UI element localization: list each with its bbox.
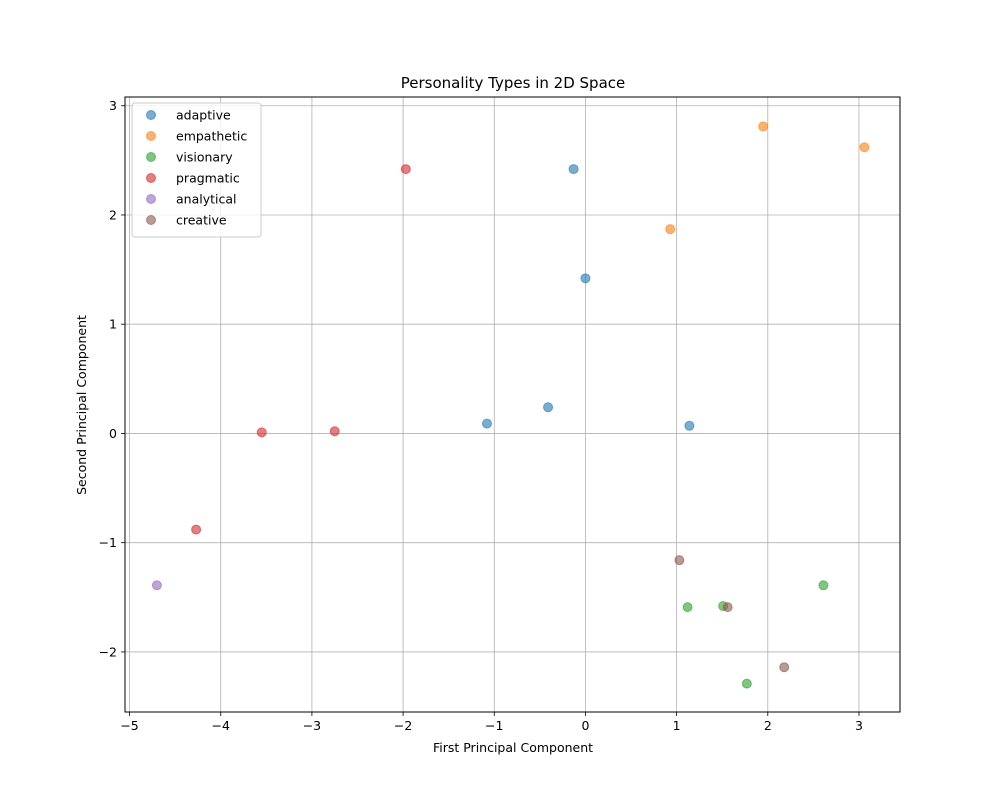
point-creative — [722, 602, 733, 613]
x-tick-label: −3 — [303, 718, 321, 733]
x-tick-label: 1 — [673, 718, 681, 733]
point-adaptive — [580, 273, 591, 284]
point-adaptive — [481, 418, 492, 429]
legend-marker-creative — [146, 215, 156, 225]
point-pragmatic — [329, 426, 340, 437]
legend-marker-adaptive — [146, 110, 156, 120]
x-tick-label: 3 — [855, 718, 863, 733]
y-tick-label: 1 — [109, 317, 117, 332]
legend-label-pragmatic: pragmatic — [176, 171, 240, 186]
point-pragmatic — [400, 164, 411, 175]
y-tick-label: 3 — [109, 98, 117, 113]
legend-label-analytical: analytical — [176, 192, 237, 207]
x-axis-label: First Principal Component — [433, 740, 593, 755]
y-tick-label: −1 — [99, 535, 117, 550]
chart-title: Personality Types in 2D Space — [401, 74, 626, 92]
x-tick-label: 2 — [764, 718, 772, 733]
point-visionary — [741, 678, 752, 689]
y-tick-label: −2 — [99, 644, 117, 659]
legend-label-creative: creative — [176, 213, 227, 228]
data-points — [151, 121, 870, 689]
x-tick-label: 0 — [581, 718, 589, 733]
point-creative — [779, 662, 790, 673]
point-empathetic — [758, 121, 769, 132]
point-empathetic — [665, 224, 676, 235]
point-visionary — [818, 580, 829, 591]
legend-box — [131, 102, 262, 238]
point-creative — [674, 555, 685, 566]
point-adaptive — [543, 402, 554, 413]
grid-lines — [125, 97, 900, 712]
x-tick-label: −1 — [485, 718, 503, 733]
legend-marker-pragmatic — [146, 173, 156, 183]
legend-label-adaptive: adaptive — [176, 108, 231, 123]
plot-area-frame — [124, 96, 901, 713]
x-tick-label: −5 — [120, 718, 138, 733]
point-analytical — [151, 580, 162, 591]
legend: adaptive empathetic visionary pragmatic anal… — [131, 102, 262, 238]
point-pragmatic — [191, 524, 202, 535]
legend-marker-analytical — [146, 194, 156, 204]
legend-marker-visionary — [146, 152, 156, 162]
y-tick-label: 2 — [109, 207, 117, 222]
point-pragmatic — [256, 427, 267, 438]
legend-label-visionary: visionary — [176, 150, 233, 165]
axis-ticks: −5 −4 −3 −2 −1 0 1 2 3 −2 −1 0 1 2 3 — [99, 98, 863, 733]
point-adaptive — [568, 164, 579, 175]
legend-label-empathetic: empathetic — [176, 129, 247, 144]
point-visionary — [682, 602, 693, 613]
y-tick-label: 0 — [109, 426, 117, 441]
legend-marker-empathetic — [146, 131, 156, 141]
point-adaptive — [684, 420, 695, 431]
x-tick-label: −4 — [212, 718, 230, 733]
y-axis-label: Second Principal Component — [74, 315, 89, 495]
x-tick-label: −2 — [394, 718, 412, 733]
point-empathetic — [859, 142, 870, 153]
